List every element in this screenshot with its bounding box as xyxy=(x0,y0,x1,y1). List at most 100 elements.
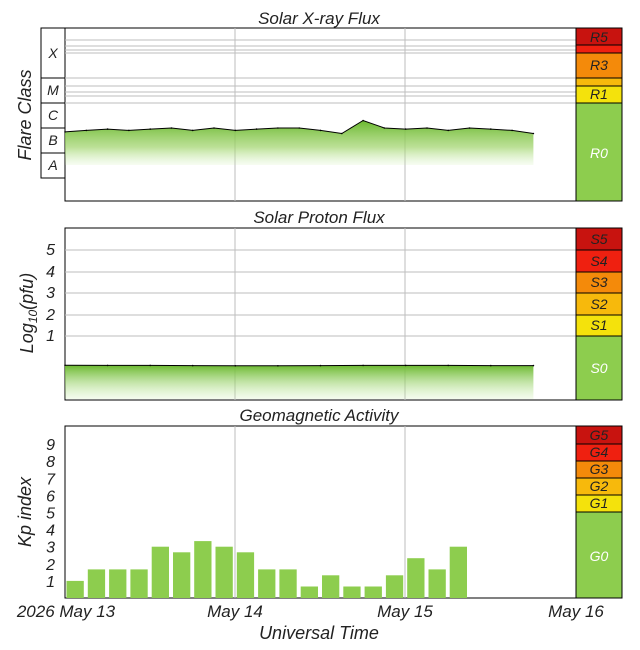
scale-s2-label: S2 xyxy=(590,296,607,312)
kp-bar xyxy=(364,586,382,598)
xray-radio-scale: R5 R3 R1 R0 xyxy=(575,27,623,202)
x-axis-label: Universal Time xyxy=(259,623,379,643)
proton-ylabel: Log10(pfu) xyxy=(17,273,40,353)
x-axis: 2026 May 13 May 14 May 15 May 16 Univers… xyxy=(16,602,605,643)
scale-g5-label: G5 xyxy=(590,427,609,443)
xray-flux-point xyxy=(170,127,173,129)
scale-s1-label: S1 xyxy=(590,317,607,333)
scale-g0-label: G0 xyxy=(590,548,609,564)
kp-bar xyxy=(258,569,276,598)
xray-flux-point xyxy=(319,129,322,132)
class-x-label: X xyxy=(47,45,58,61)
kp-bar xyxy=(173,552,191,598)
xtick-may14: May 14 xyxy=(207,602,263,621)
class-a-label: A xyxy=(47,157,57,173)
kp-ytick: 4 xyxy=(46,523,55,540)
proton-ytick: 1 xyxy=(46,328,55,345)
proton-flux-point xyxy=(234,365,237,367)
proton-flux-point xyxy=(277,365,279,367)
xray-panel: Solar X-ray Flux Flare Class X M C B A xyxy=(15,9,623,202)
proton-panel: Solar Proton Flux Log10(pfu) 5 4 3 2 1 S… xyxy=(17,208,623,401)
xray-flux-point xyxy=(213,127,215,129)
xray-flux-area xyxy=(65,120,534,165)
proton-flux-area xyxy=(65,365,534,399)
xray-flux-point xyxy=(362,119,364,122)
xray-flux-point xyxy=(255,128,258,130)
kp-bar xyxy=(87,569,106,598)
xray-flux-point xyxy=(191,129,194,132)
scale-s0-label: S0 xyxy=(590,360,607,376)
proton-flux-point xyxy=(532,364,535,367)
proton-flux-point xyxy=(490,364,492,367)
xray-flux-point xyxy=(447,129,450,132)
kp-bar xyxy=(322,575,340,598)
scale-g4-label: G4 xyxy=(590,444,609,460)
kp-bar xyxy=(385,575,404,598)
proton-flux-point xyxy=(447,364,450,367)
proton-flux-line xyxy=(64,364,534,367)
kp-ytick: 8 xyxy=(46,454,55,471)
flare-class-box: X M C B A xyxy=(40,27,66,179)
xray-flux-point xyxy=(532,132,535,135)
proton-gridlines xyxy=(65,228,576,400)
proton-title: Solar Proton Flux xyxy=(253,208,385,227)
xray-flux-point xyxy=(128,129,130,132)
xray-flux-point xyxy=(383,127,386,129)
xray-flux-point xyxy=(490,128,492,130)
geomagnetic-ylabel: Kp index xyxy=(15,476,35,547)
kp-bar xyxy=(215,546,233,598)
proton-ytick: 5 xyxy=(46,242,55,259)
proton-ytick: 2 xyxy=(45,307,55,324)
geomagnetic-plot-frame xyxy=(64,425,577,599)
proton-flux-point xyxy=(191,364,194,367)
kp-bar xyxy=(428,569,446,598)
xray-flux-point xyxy=(426,127,428,129)
geomagnetic-storm-scale: G5 G4 G3 G2 G1 G0 xyxy=(575,425,623,599)
xray-flux-point xyxy=(341,132,343,135)
xray-ylabel: Flare Class xyxy=(15,69,35,160)
kp-ytick: 1 xyxy=(46,574,55,591)
kp-bar xyxy=(300,586,318,598)
proton-ytick: 3 xyxy=(46,285,55,302)
xray-flux-point xyxy=(277,127,279,129)
xray-flux-point xyxy=(404,128,407,130)
kp-ytick: 6 xyxy=(46,488,55,505)
proton-flux-point xyxy=(404,364,407,367)
kp-bar xyxy=(151,546,169,598)
kp-bars xyxy=(66,541,467,598)
xtick-may13: 2026 May 13 xyxy=(16,602,116,621)
kp-ytick: 3 xyxy=(46,540,55,557)
kp-bar xyxy=(66,580,84,598)
proton-storm-scale: S5 S4 S3 S2 S1 S0 xyxy=(575,227,623,401)
geomagnetic-panel: Geomagnetic Activity Kp index 123456789 … xyxy=(15,406,623,599)
xray-plot-frame xyxy=(64,27,577,202)
kp-bar xyxy=(236,552,255,598)
xray-flux-point xyxy=(85,129,88,132)
xray-flux-point xyxy=(468,127,471,129)
scale-g3-label: G3 xyxy=(590,461,609,477)
scale-r3-label: R3 xyxy=(590,57,608,73)
kp-bar xyxy=(130,569,148,598)
kp-bar xyxy=(109,569,127,598)
xray-flux-point xyxy=(511,129,513,132)
geomagnetic-title: Geomagnetic Activity xyxy=(239,406,400,425)
kp-ytick: 7 xyxy=(46,471,56,488)
proton-flux-point xyxy=(64,364,66,367)
scale-r1-label: R1 xyxy=(590,86,608,102)
proton-flux-point xyxy=(362,364,364,367)
proton-ytick: 4 xyxy=(46,264,55,281)
scale-s4-label: S4 xyxy=(590,253,607,269)
xtick-may15: May 15 xyxy=(377,602,433,621)
xtick-may16: May 16 xyxy=(548,602,604,621)
xray-gridlines xyxy=(65,28,576,201)
scale-r0-label: R0 xyxy=(590,145,608,161)
kp-bar xyxy=(194,541,212,598)
xray-title: Solar X-ray Flux xyxy=(258,9,380,28)
xray-flux-point xyxy=(106,128,109,130)
xray-flux-point xyxy=(234,129,237,132)
kp-ytick: 9 xyxy=(46,437,55,454)
kp-bar xyxy=(449,546,467,598)
proton-flux-point xyxy=(106,364,109,367)
